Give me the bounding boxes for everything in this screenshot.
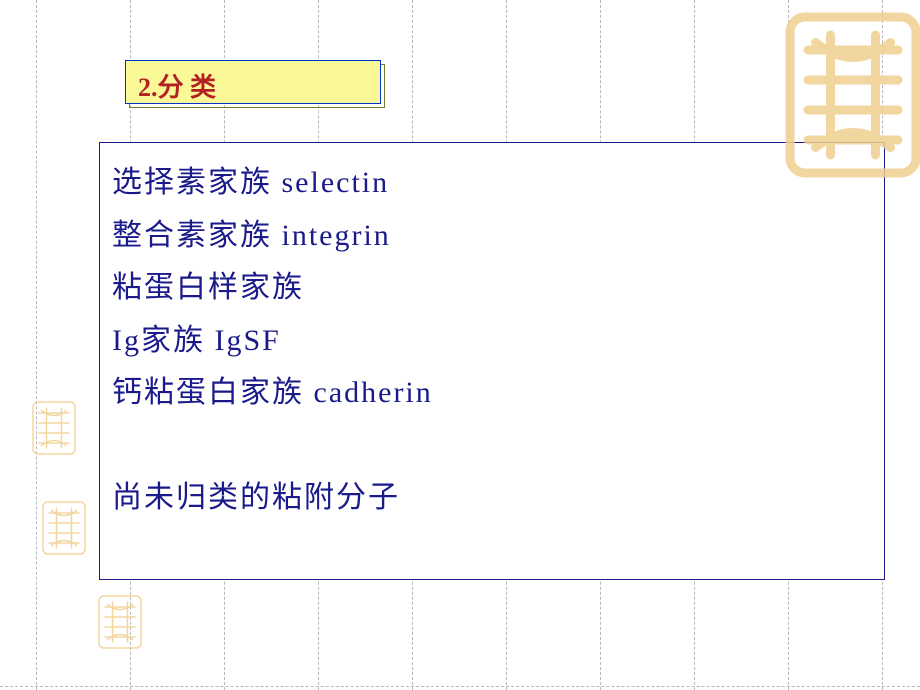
title-text: 2.分 类 (138, 73, 216, 102)
decor-seal-large (778, 0, 920, 190)
decor-seal-small (28, 398, 80, 458)
decor-seal-small (38, 498, 90, 558)
content-line: 钙粘蛋白家族 cadherin (112, 367, 872, 420)
content-line: 选择素家族 selectin (112, 157, 872, 210)
content-line: 粘蛋白样家族 (112, 262, 872, 315)
content-line: 整合素家族 integrin (112, 210, 872, 263)
decor-seal-small (94, 592, 146, 652)
content-box: 选择素家族 selectin整合素家族 integrin粘蛋白样家族Ig家族 I… (99, 142, 885, 580)
content-line (112, 420, 872, 473)
grid-vline (36, 0, 37, 690)
grid-hline (0, 686, 920, 687)
content-line: Ig家族 IgSF (112, 315, 872, 368)
content-line: 尚未归类的粘附分子 (112, 472, 872, 525)
title-box: 2.分 类 (125, 60, 381, 104)
